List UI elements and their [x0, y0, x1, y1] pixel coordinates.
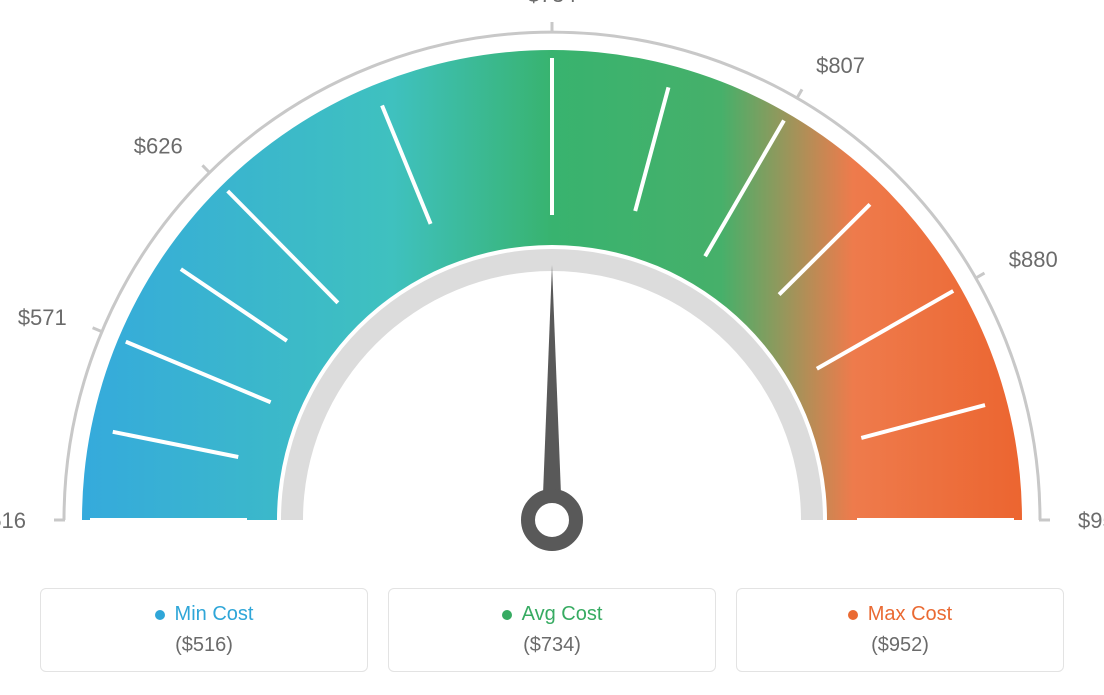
cost-gauge-chart: $516 $571 $626 $734 $807 $880 $952 Min Cost ($5… [0, 0, 1104, 690]
outer-track-tick [975, 273, 985, 278]
legend-value: ($516) [51, 634, 357, 657]
legend-label-text: Max Cost [868, 603, 952, 626]
tick-label: $807 [816, 53, 865, 78]
legend-row: Min Cost ($516) Avg Cost ($734) Max Cost ($95… [0, 588, 1104, 672]
tick-label: $734 [528, 0, 577, 7]
legend-value: ($952) [747, 634, 1053, 657]
gauge-needle [542, 265, 562, 520]
tick-label: $571 [18, 305, 67, 330]
legend-label-text: Min Cost [175, 603, 254, 626]
outer-track-tick [797, 89, 803, 99]
gauge-svg: $516 $571 $626 $734 $807 $880 $952 [0, 0, 1104, 690]
legend-value: ($734) [399, 634, 705, 657]
outer-track-tick [93, 328, 103, 332]
gauge-hub [528, 496, 576, 544]
legend-label-min: Min Cost [155, 603, 254, 626]
legend-label-avg: Avg Cost [502, 603, 603, 626]
legend-dot-icon [155, 610, 165, 620]
legend-box-min: Min Cost ($516) [40, 588, 368, 672]
legend-box-avg: Avg Cost ($734) [388, 588, 716, 672]
legend-dot-icon [848, 610, 858, 620]
tick-label: $880 [1009, 247, 1058, 272]
tick-label: $516 [0, 508, 26, 533]
legend-label-max: Max Cost [848, 603, 952, 626]
legend-label-text: Avg Cost [522, 603, 603, 626]
legend-dot-icon [502, 610, 512, 620]
tick-label: $952 [1078, 508, 1104, 533]
legend-box-max: Max Cost ($952) [736, 588, 1064, 672]
tick-label: $626 [134, 133, 183, 158]
outer-track-tick [202, 165, 210, 173]
